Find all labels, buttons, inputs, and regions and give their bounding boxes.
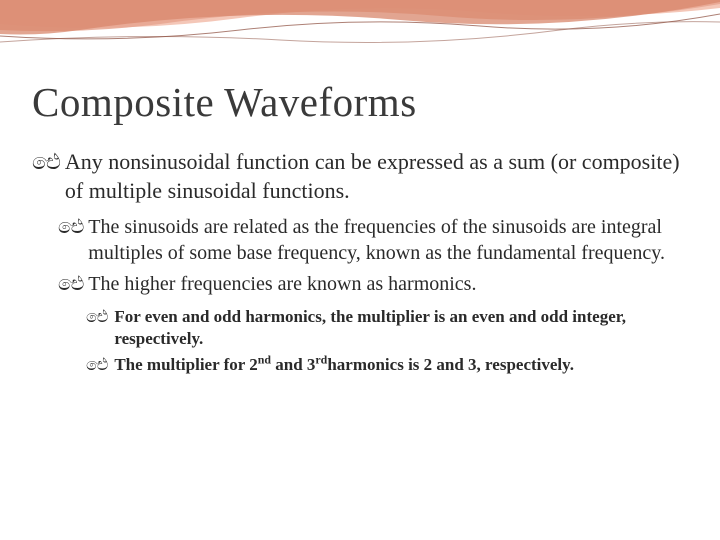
sublist-level-2: ඓ The sinusoids are related as the frequ… — [58, 215, 688, 376]
decorative-wave-banner — [0, 0, 720, 70]
bullet-text: For even and odd harmonics, the multipli… — [114, 306, 688, 350]
bullet-text: The higher frequencies are known as harm… — [88, 272, 688, 298]
bullet-marker-icon: ඓ — [32, 148, 61, 205]
bullet-marker-icon: ඓ — [58, 215, 84, 266]
slide-content: Composite Waveforms ඓ Any nonsinusoidal … — [32, 78, 688, 381]
bullet-text: The multiplier for 2nd and 3rdharmonics … — [114, 354, 688, 376]
bullet-marker-icon: ඓ — [58, 272, 84, 298]
bullet-level-1: ඓ Any nonsinusoidal function can be expr… — [32, 148, 688, 205]
bullet-level-3: ඓ For even and odd harmonics, the multip… — [86, 306, 688, 350]
bullet-marker-icon: ඓ — [86, 354, 108, 376]
slide-title: Composite Waveforms — [32, 78, 688, 126]
bullet-level-3: ඓ The multiplier for 2nd and 3rdharmonic… — [86, 354, 688, 376]
bullet-level-2: ඓ The higher frequencies are known as ha… — [58, 272, 688, 298]
bullet-marker-icon: ඓ — [86, 306, 108, 350]
bullet-level-2: ඓ The sinusoids are related as the frequ… — [58, 215, 688, 266]
sublist-level-3: ඓ For even and odd harmonics, the multip… — [86, 306, 688, 376]
bullet-text: Any nonsinusoidal function can be expres… — [65, 148, 688, 205]
bullet-text: The sinusoids are related as the frequen… — [88, 215, 688, 266]
